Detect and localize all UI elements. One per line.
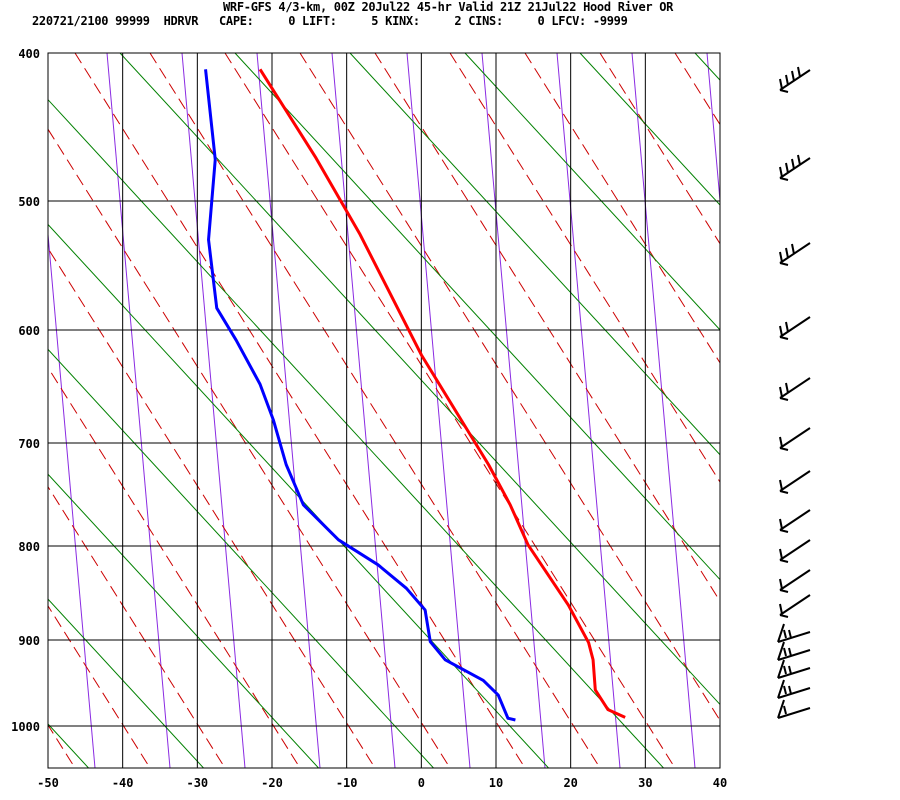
mixing-ratio-line xyxy=(406,53,471,768)
x-tick-label: 30 xyxy=(638,776,652,790)
chart-title: WRF-GFS 4/3-km, 00Z 20Jul22 45-hr Valid … xyxy=(223,0,674,14)
x-tick-label: -10 xyxy=(336,776,358,790)
moist-adiabat-line xyxy=(750,53,900,768)
x-tick-label: -20 xyxy=(261,776,283,790)
wind-barb xyxy=(779,377,811,401)
dry-adiabat-line xyxy=(48,598,205,768)
dry-adiabat-line xyxy=(48,473,320,768)
chart-subtitle: 220721/2100 99999 HDRVR CAPE: 0 LIFT: 5 … xyxy=(32,14,628,28)
x-tick-label: 10 xyxy=(489,776,503,790)
dry-adiabat-line xyxy=(349,53,720,456)
wind-barb xyxy=(779,427,811,451)
moist-adiabat-line xyxy=(449,53,720,483)
mixing-ratio-line xyxy=(256,53,321,768)
wind-barb xyxy=(779,569,811,593)
pressure-tick-label: 600 xyxy=(18,324,40,338)
moist-adiabat-line xyxy=(674,53,720,126)
wind-barb xyxy=(777,699,811,719)
mixing-ratio-line xyxy=(106,53,171,768)
wind-barb xyxy=(779,509,811,533)
wind-barb xyxy=(777,623,811,643)
dry-adiabat-line xyxy=(579,53,720,206)
moist-adiabat-line xyxy=(149,53,601,768)
x-tick-label: -40 xyxy=(112,776,134,790)
moist-adiabat-line xyxy=(224,53,676,768)
x-tick-label: -50 xyxy=(37,776,59,790)
pressure-tick-label: 700 xyxy=(18,437,40,451)
x-tick-label: 0 xyxy=(418,776,425,790)
mixing-ratio-line xyxy=(631,53,696,768)
dry-adiabat-line xyxy=(0,53,15,800)
mixing-ratio-line xyxy=(0,53,20,768)
moist-adiabat-line xyxy=(48,128,451,768)
dry-adiabat-line xyxy=(694,53,720,81)
wind-barb xyxy=(779,594,811,618)
dry-adiabat-line xyxy=(464,53,720,331)
mixing-ratio-line xyxy=(481,53,546,768)
pressure-tick-label: 1000 xyxy=(11,720,40,734)
pressure-tick-label: 800 xyxy=(18,540,40,554)
plot-frame xyxy=(47,52,721,769)
temperature-line xyxy=(258,68,626,719)
grid xyxy=(47,52,721,769)
pressure-tick-label: 900 xyxy=(18,634,40,648)
wind-barb xyxy=(779,66,811,93)
mixing-ratio-line xyxy=(181,53,246,768)
moist-adiabat-line xyxy=(48,247,376,768)
moist-adiabat-line xyxy=(48,366,301,768)
dry-adiabat-line xyxy=(48,223,550,768)
dry-adiabat-line xyxy=(234,53,720,581)
wind-barb xyxy=(777,659,811,679)
mixing-ratio-line xyxy=(556,53,621,768)
wind-barb xyxy=(779,539,811,563)
moist-adiabat-line xyxy=(374,53,720,603)
dry-adiabat-line xyxy=(48,98,665,768)
wind-barb xyxy=(779,316,811,340)
moist-adiabat-line xyxy=(48,604,151,768)
mixing-ratio-line xyxy=(706,53,720,207)
moist-adiabat-line xyxy=(74,53,526,768)
wind-barb xyxy=(777,679,811,699)
moist-adiabat-line xyxy=(299,53,720,722)
wind-barbs xyxy=(777,66,811,719)
dry-adiabat-line xyxy=(119,53,720,706)
x-tick-label: 40 xyxy=(713,776,727,790)
x-tick-label: -30 xyxy=(186,776,208,790)
pressure-tick-label: 500 xyxy=(18,195,40,209)
wind-barb xyxy=(779,242,811,266)
wind-barb xyxy=(777,641,811,661)
series xyxy=(204,68,626,722)
mixing-ratio-line xyxy=(48,228,96,768)
dewpoint-line xyxy=(204,69,516,722)
dry-adiabat-line xyxy=(48,348,435,768)
background-lines xyxy=(0,53,900,800)
wind-barb xyxy=(779,154,811,181)
moist-adiabat-line xyxy=(48,485,226,768)
pressure-tick-label: 400 xyxy=(18,47,40,61)
moist-adiabat-line xyxy=(524,53,720,364)
tick-labels: -50 -40 -30 -20 -10 0 10 20 30 40 400 500 600 700 800 9… xyxy=(11,47,727,790)
wind-barb xyxy=(779,470,811,494)
mixing-ratio-line xyxy=(331,53,396,768)
x-tick-label: 20 xyxy=(563,776,577,790)
